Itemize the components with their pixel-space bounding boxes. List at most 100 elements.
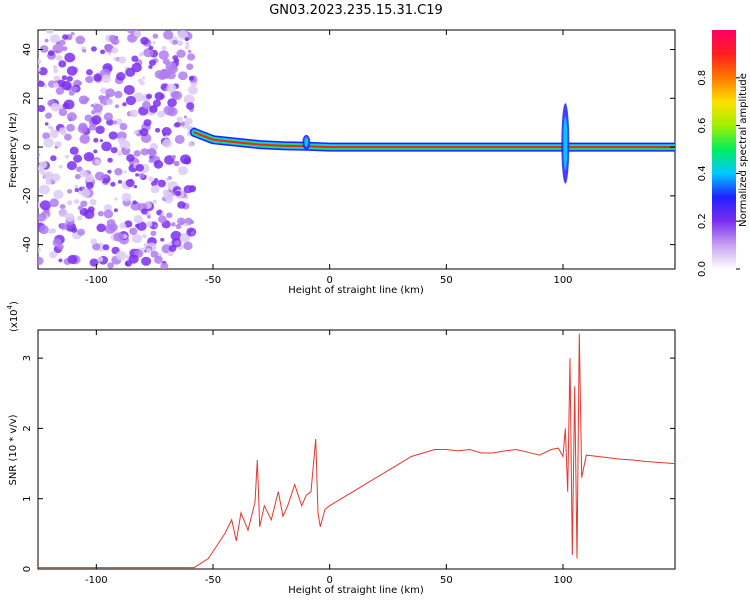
noise-blob (49, 251, 58, 259)
noise-blob (135, 164, 144, 172)
noise-blob (47, 228, 54, 234)
noise-blob (110, 146, 118, 154)
noise-blob (54, 141, 62, 148)
noise-blob (123, 84, 135, 95)
spectral-ridge (189, 103, 675, 184)
noise-blob (185, 117, 193, 125)
bottom-x-ticks: -100 -50 0 50 100 (85, 330, 573, 586)
y-tick-label: -40 (22, 236, 33, 252)
noise-blob (45, 178, 52, 185)
noise-blob (125, 178, 135, 188)
noise-blob (66, 161, 77, 171)
noise-blob (99, 139, 104, 143)
noise-blob (75, 35, 86, 45)
x-tick-label: -50 (205, 275, 221, 286)
ridge-feature-core (304, 137, 309, 148)
noise-blob (116, 131, 127, 141)
y-tick-label: -20 (22, 188, 33, 204)
noise-blob (138, 52, 144, 57)
noise-blob (177, 166, 189, 176)
noise-blob (172, 39, 178, 45)
noise-blob (91, 115, 102, 125)
noise-blob (108, 131, 118, 140)
noise-blob (143, 119, 152, 127)
noise-blob (73, 198, 80, 204)
colorbar-tick-label: 0.8 (697, 70, 708, 86)
noise-blob (58, 208, 68, 218)
y-tick-label: 2 (22, 425, 33, 431)
noise-blob (174, 190, 182, 197)
noise-blob (83, 151, 95, 162)
colorbar: 0.0 0.2 0.4 0.6 0.8 Normalized spectral ampl… (697, 30, 749, 277)
noise-blob (166, 212, 173, 219)
noise-blob (180, 154, 191, 165)
x-tick-label: -50 (205, 575, 221, 586)
noise-blob (38, 80, 45, 88)
noise-blob (167, 98, 177, 107)
noise-blob (162, 139, 173, 148)
colorbar-tick-label: 0.2 (697, 213, 708, 229)
noise-blob (66, 123, 75, 132)
noise-blob (85, 75, 93, 84)
noise-blob (160, 237, 165, 242)
noise-blob (103, 112, 114, 121)
noise-blob (188, 85, 198, 95)
noise-blob (49, 34, 60, 44)
noise-blob (148, 158, 154, 163)
noise-blob (149, 105, 158, 113)
noise-blob (111, 39, 116, 45)
noise-blob (165, 177, 170, 182)
noise-blob (74, 188, 80, 193)
noise-blob (101, 141, 112, 152)
y-tick-label: 0 (22, 144, 33, 150)
noise-blob (142, 76, 146, 80)
noise-blob (134, 224, 140, 228)
noise-blob (114, 104, 120, 109)
bottom-y-axis-label: SNR (10 * v/v) (8, 414, 19, 485)
noise-blob (126, 154, 135, 162)
noise-blob (107, 262, 114, 269)
noise-blob (97, 256, 104, 262)
noise-blob (133, 150, 141, 157)
noise-blob (93, 103, 103, 113)
noise-blob (123, 170, 127, 174)
noise-blob (119, 222, 127, 229)
colorbar-ticks: 0.0 0.2 0.4 0.6 0.8 (697, 70, 740, 277)
ridge-band (193, 131, 675, 149)
noise-blob (62, 102, 70, 110)
noise-blob (47, 173, 53, 179)
noise-blob (114, 168, 123, 176)
noise-blob (148, 65, 153, 69)
noise-blob (38, 247, 41, 253)
noise-blob (186, 63, 194, 70)
noise-blob (172, 90, 183, 101)
noise-blob (61, 75, 68, 81)
noise-blob (186, 102, 195, 110)
noise-blob (170, 230, 182, 241)
noise-blob (64, 52, 76, 63)
noise-blob (55, 55, 63, 61)
noise-blob (114, 90, 123, 99)
x-tick-label: -100 (85, 575, 108, 586)
noise-blob (114, 197, 118, 201)
noise-blob (110, 181, 116, 187)
top-x-ticks: -100 -50 0 50 100 (85, 30, 573, 286)
noise-blob (39, 45, 49, 53)
noise-blob (183, 241, 193, 251)
noise-blob (45, 112, 52, 119)
x-tick-label: 100 (553, 275, 572, 286)
noise-blob (68, 90, 75, 96)
noise-blob (45, 30, 54, 35)
noise-blob (67, 188, 73, 194)
noise-blob (117, 151, 123, 157)
x-tick-label: 50 (440, 275, 453, 286)
colorbar-label: Normalized spectral amplitude (738, 73, 749, 227)
noise-blob (98, 95, 105, 101)
noise-blob (157, 179, 166, 188)
noise-blob (50, 155, 57, 162)
noise-blob (66, 200, 73, 206)
y-tick-label: 3 (22, 355, 33, 361)
noise-blob (38, 184, 50, 195)
noise-blob (44, 38, 49, 43)
